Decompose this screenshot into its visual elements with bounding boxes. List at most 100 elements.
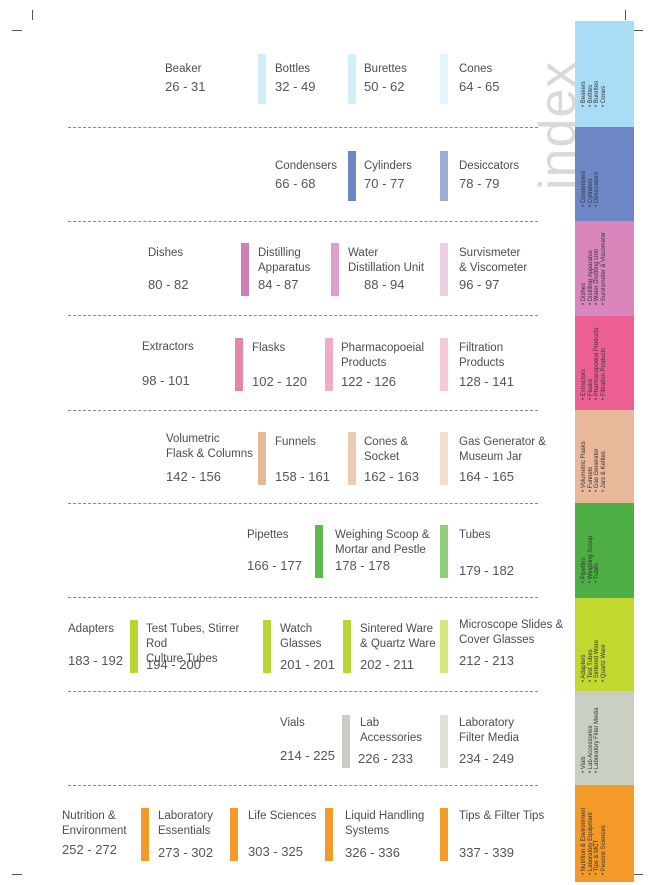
color-bar [130,620,138,673]
index-entry[interactable]: Cylinders 70 - 77 [348,149,438,209]
tab-list: Dishes Distilling Apparatus Water Distil… [581,232,607,305]
crop-mark [625,10,626,20]
index-entry[interactable]: Flasks 102 - 120 [235,336,320,396]
section-tab[interactable]: Nutrition & Environment Laboratory Equip… [575,785,634,882]
row-separator [68,315,538,316]
crop-mark [32,10,33,20]
index-entry[interactable]: Extractors 98 - 101 [142,340,222,400]
entry-name: Funnels [275,436,316,448]
entry-pages: 214 - 225 [280,748,335,763]
tab-item: Quartz Ware [601,640,608,682]
index-entry[interactable]: Microscope Slides & Cover Glasses 212 - 2… [440,618,570,678]
index-entry[interactable]: Dishes 80 - 82 [148,246,228,306]
index-entry[interactable]: Liquid Handling Systems 326 - 336 [325,806,435,866]
color-bar [241,243,249,296]
color-bar [440,338,448,391]
color-bar [141,808,149,861]
index-entry[interactable]: Weighing Scoop & Mortar and Pestle 178 - … [315,523,435,583]
index-entry[interactable]: Adapters 183 - 192 [68,622,128,682]
tab-item: Desiccators [594,171,601,207]
crop-mark [633,874,643,875]
entry-name: Flasks [252,342,286,354]
tab-item: Beakers [581,81,588,107]
color-bar [440,151,448,201]
entry-name: Cylinders [364,160,412,172]
section-tab[interactable]: Extractors Flasks Pharmacopoeial Product… [575,316,634,410]
section-tab[interactable]: Dishes Distilling Apparatus Water Distil… [575,221,634,316]
index-entry[interactable]: Funnels 158 - 161 [258,430,343,490]
entry-name: Burettes [364,63,407,75]
section-tab[interactable]: Adapters Test Tubes Sintered Ware Quartz… [575,598,634,691]
entry-name: Vials [280,717,305,729]
row-separator [68,597,538,598]
entry-pages: 212 - 213 [459,653,514,668]
row-separator [68,127,538,128]
index-entry[interactable]: Sintered Ware & Quartz Ware 202 - 211 [343,618,438,678]
entry-pages: 70 - 77 [364,176,405,191]
tab-item: Pesons Sciences [601,808,608,875]
entry-name: Desiccators [459,160,520,172]
index-entry[interactable]: Laboratory Filter Media 234 - 249 [440,713,530,773]
index-entry[interactable]: Bottles 32 - 49 [258,52,348,112]
color-bar [258,54,266,104]
index-entry[interactable]: Desiccators 78 - 79 [440,149,530,209]
index-entry[interactable]: Lab Accessories 226 - 233 [342,713,432,773]
index-entry[interactable]: Pharmacopoeial Products 122 - 126 [325,336,430,396]
crop-mark [633,30,643,31]
row-separator [68,410,538,411]
index-entry[interactable]: Water Distillation Unit 88 - 94 [331,241,431,301]
index-entry[interactable]: Life Sciences 303 - 325 [230,806,320,866]
index-entry[interactable]: Burettes 50 - 62 [348,52,438,112]
tab-item: Tubes [594,536,601,583]
entry-name: Bottles [275,63,311,75]
entry-pages: 166 - 177 [247,558,302,573]
index-entry[interactable]: Laboratory Essentials 273 - 302 [141,806,229,866]
section-tab[interactable]: Vials Lab Accessories Laboratory Filter … [575,691,634,785]
entry-pages: 64 - 65 [459,79,500,94]
entry-name: Survismeter & Viscometer [459,247,528,274]
entry-name: Laboratory Essentials [158,810,213,837]
color-bar [440,54,448,104]
section-tab[interactable]: Beakers Bottles Burettes Cones [575,21,634,127]
index-entry[interactable]: Condensers 66 - 68 [275,159,345,219]
color-bar [440,525,448,578]
index-entry[interactable]: Distilling Apparatus 84 - 87 [241,241,326,301]
entry-pages: 202 - 211 [360,657,414,672]
index-entry[interactable]: Watch Glasses 201 - 201 [263,618,338,678]
entry-name: Distilling Apparatus [258,247,311,274]
index-entry[interactable]: Survismeter & Viscometer 96 - 97 [440,241,535,301]
entry-name: Filtration Products [459,342,505,369]
index-entry[interactable]: Beaker 26 - 31 [165,62,255,122]
entry-pages: 162 - 163 [364,469,419,484]
index-entry[interactable]: Cones 64 - 65 [440,52,530,112]
tab-list: Adapters Test Tubes Sintered Ware Quartz… [581,640,607,682]
index-entry[interactable]: Vials 214 - 225 [280,716,340,776]
section-tab[interactable]: Condensers Cylinders Desiccators [575,127,634,221]
index-entry[interactable]: Nutrition & Environment 252 - 272 [62,809,142,869]
entry-name: Tips & Filter Tips [459,810,545,822]
entry-name: Test Tubes, Stirrer Rod Culture Tubes [146,623,240,665]
tab-item: Jars & Kettles [601,441,608,492]
entry-name: Pipettes [247,529,289,541]
entry-name: Lab Accessories [360,717,422,744]
section-tab[interactable]: Volumetric Flasks Funnels Gas Generator … [575,410,634,503]
color-bar [343,620,351,673]
color-bar [325,808,333,861]
tab-list: Nutrition & Environment Laboratory Equip… [581,808,607,875]
index-entry[interactable]: Gas Generator & Museum Jar 164 - 165 [440,430,550,490]
index-entry[interactable]: Pipettes 166 - 177 [247,528,312,588]
tab-item: Cones [601,81,608,107]
section-tab[interactable]: Pipettes Weighing Scoop Tubes [575,503,634,598]
index-entry[interactable]: Filtration Products 128 - 141 [440,336,530,396]
tab-item: Sintered Ware [594,640,601,682]
row-separator [68,221,538,222]
index-entry[interactable]: Tips & Filter Tips 337 - 339 [440,806,555,866]
index-entry[interactable]: Cones & Socket 162 - 163 [348,430,433,490]
entry-pages: 142 - 156 [166,469,221,484]
index-entry[interactable]: Tubes 179 - 182 [440,523,520,583]
entry-name: Gas Generator & Museum Jar [459,436,546,463]
index-entry[interactable]: Volumetric Flask & Columns 142 - 156 [166,432,256,492]
index-entry[interactable]: Test Tubes, Stirrer Rod Culture Tubes 194… [130,618,260,678]
entry-name: Microscope Slides & Cover Glasses [459,619,564,646]
